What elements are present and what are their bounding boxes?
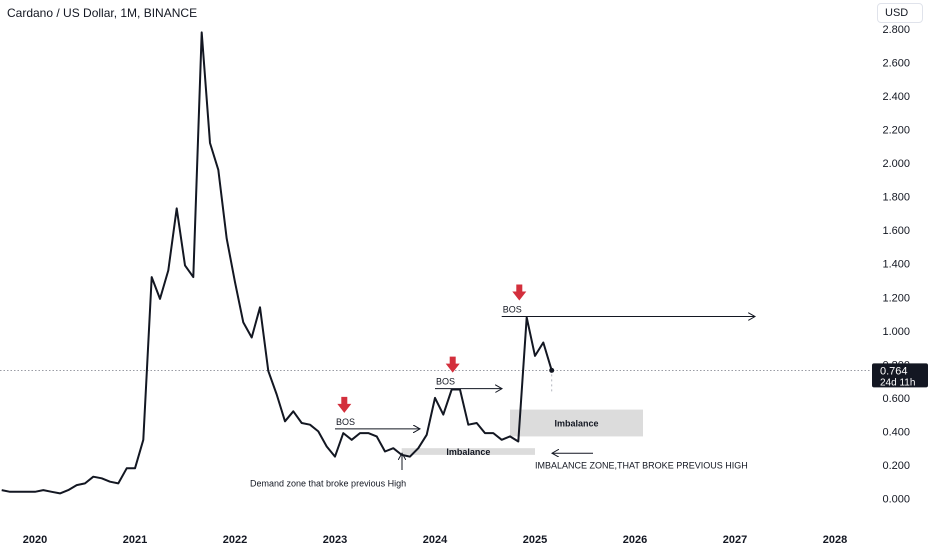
y-tick-label: 2.000 — [882, 158, 910, 170]
x-tick-label: 2020 — [23, 534, 47, 546]
last-price-point — [549, 367, 555, 373]
imbalance-zone — [510, 409, 643, 437]
imbalance-zone-note: IMBALANCE ZONE,THAT BROKE PREVIOUS HIGH — [535, 460, 748, 470]
y-tick-label: 0.600 — [882, 393, 910, 405]
y-tick-label: 2.600 — [882, 58, 910, 70]
imbalance-zone — [401, 448, 535, 455]
y-tick-label: 1.000 — [882, 326, 910, 338]
chart-title: Cardano / US Dollar, 1M, BINANCE — [7, 6, 198, 20]
y-tick-label: 1.200 — [882, 292, 910, 304]
bos-label: BOS — [503, 305, 522, 315]
y-tick-label: 2.400 — [882, 91, 910, 103]
y-tick-label: 2.200 — [882, 125, 910, 137]
bos-label: BOS — [436, 377, 455, 387]
down-arrow-icon — [337, 396, 352, 413]
x-tick-label: 2028 — [823, 534, 847, 546]
x-tick-label: 2026 — [623, 534, 647, 546]
x-tick-label: 2023 — [323, 534, 347, 546]
y-tick-label: 1.400 — [882, 259, 910, 271]
imbalance-zone-label: Imbalance — [446, 447, 490, 457]
currency-selector-button[interactable]: USD — [877, 3, 923, 23]
candle-countdown-label: 24d 11h — [880, 377, 915, 388]
x-tick-label: 2021 — [123, 534, 147, 546]
demand-zone-note: Demand zone that broke previous High — [250, 479, 406, 489]
y-tick-label: 1.600 — [882, 225, 910, 237]
imbalance-zone-label: Imbalance — [554, 419, 598, 429]
y-tick-label: 2.800 — [882, 24, 910, 36]
last-price-tag — [872, 363, 928, 388]
x-tick-label: 2025 — [523, 534, 547, 546]
price-series-line — [1, 31, 553, 495]
bos-label: BOS — [336, 417, 355, 427]
y-tick-label: 0.200 — [882, 460, 910, 472]
x-tick-label: 2022 — [223, 534, 247, 546]
y-tick-label: 0.000 — [882, 493, 910, 505]
x-tick-label: 2027 — [723, 534, 747, 546]
x-tick-label: 2024 — [423, 534, 448, 546]
y-tick-label: 1.800 — [882, 192, 910, 204]
down-arrow-icon — [445, 356, 460, 373]
y-tick-label: 0.400 — [882, 426, 910, 438]
down-arrow-icon — [512, 284, 527, 301]
last-price-label: 0.764 — [880, 365, 908, 377]
